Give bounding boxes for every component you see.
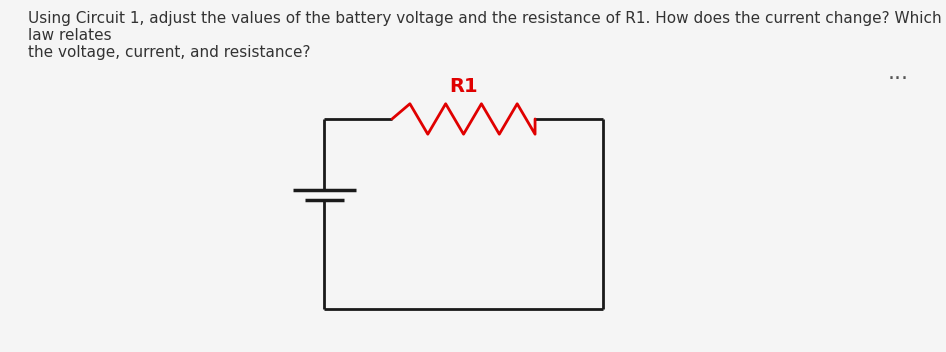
Text: Using Circuit 1, adjust the values of the battery voltage and the resistance of : Using Circuit 1, adjust the values of th… bbox=[28, 11, 942, 60]
Text: ...: ... bbox=[887, 63, 908, 83]
Text: R1: R1 bbox=[449, 77, 478, 96]
